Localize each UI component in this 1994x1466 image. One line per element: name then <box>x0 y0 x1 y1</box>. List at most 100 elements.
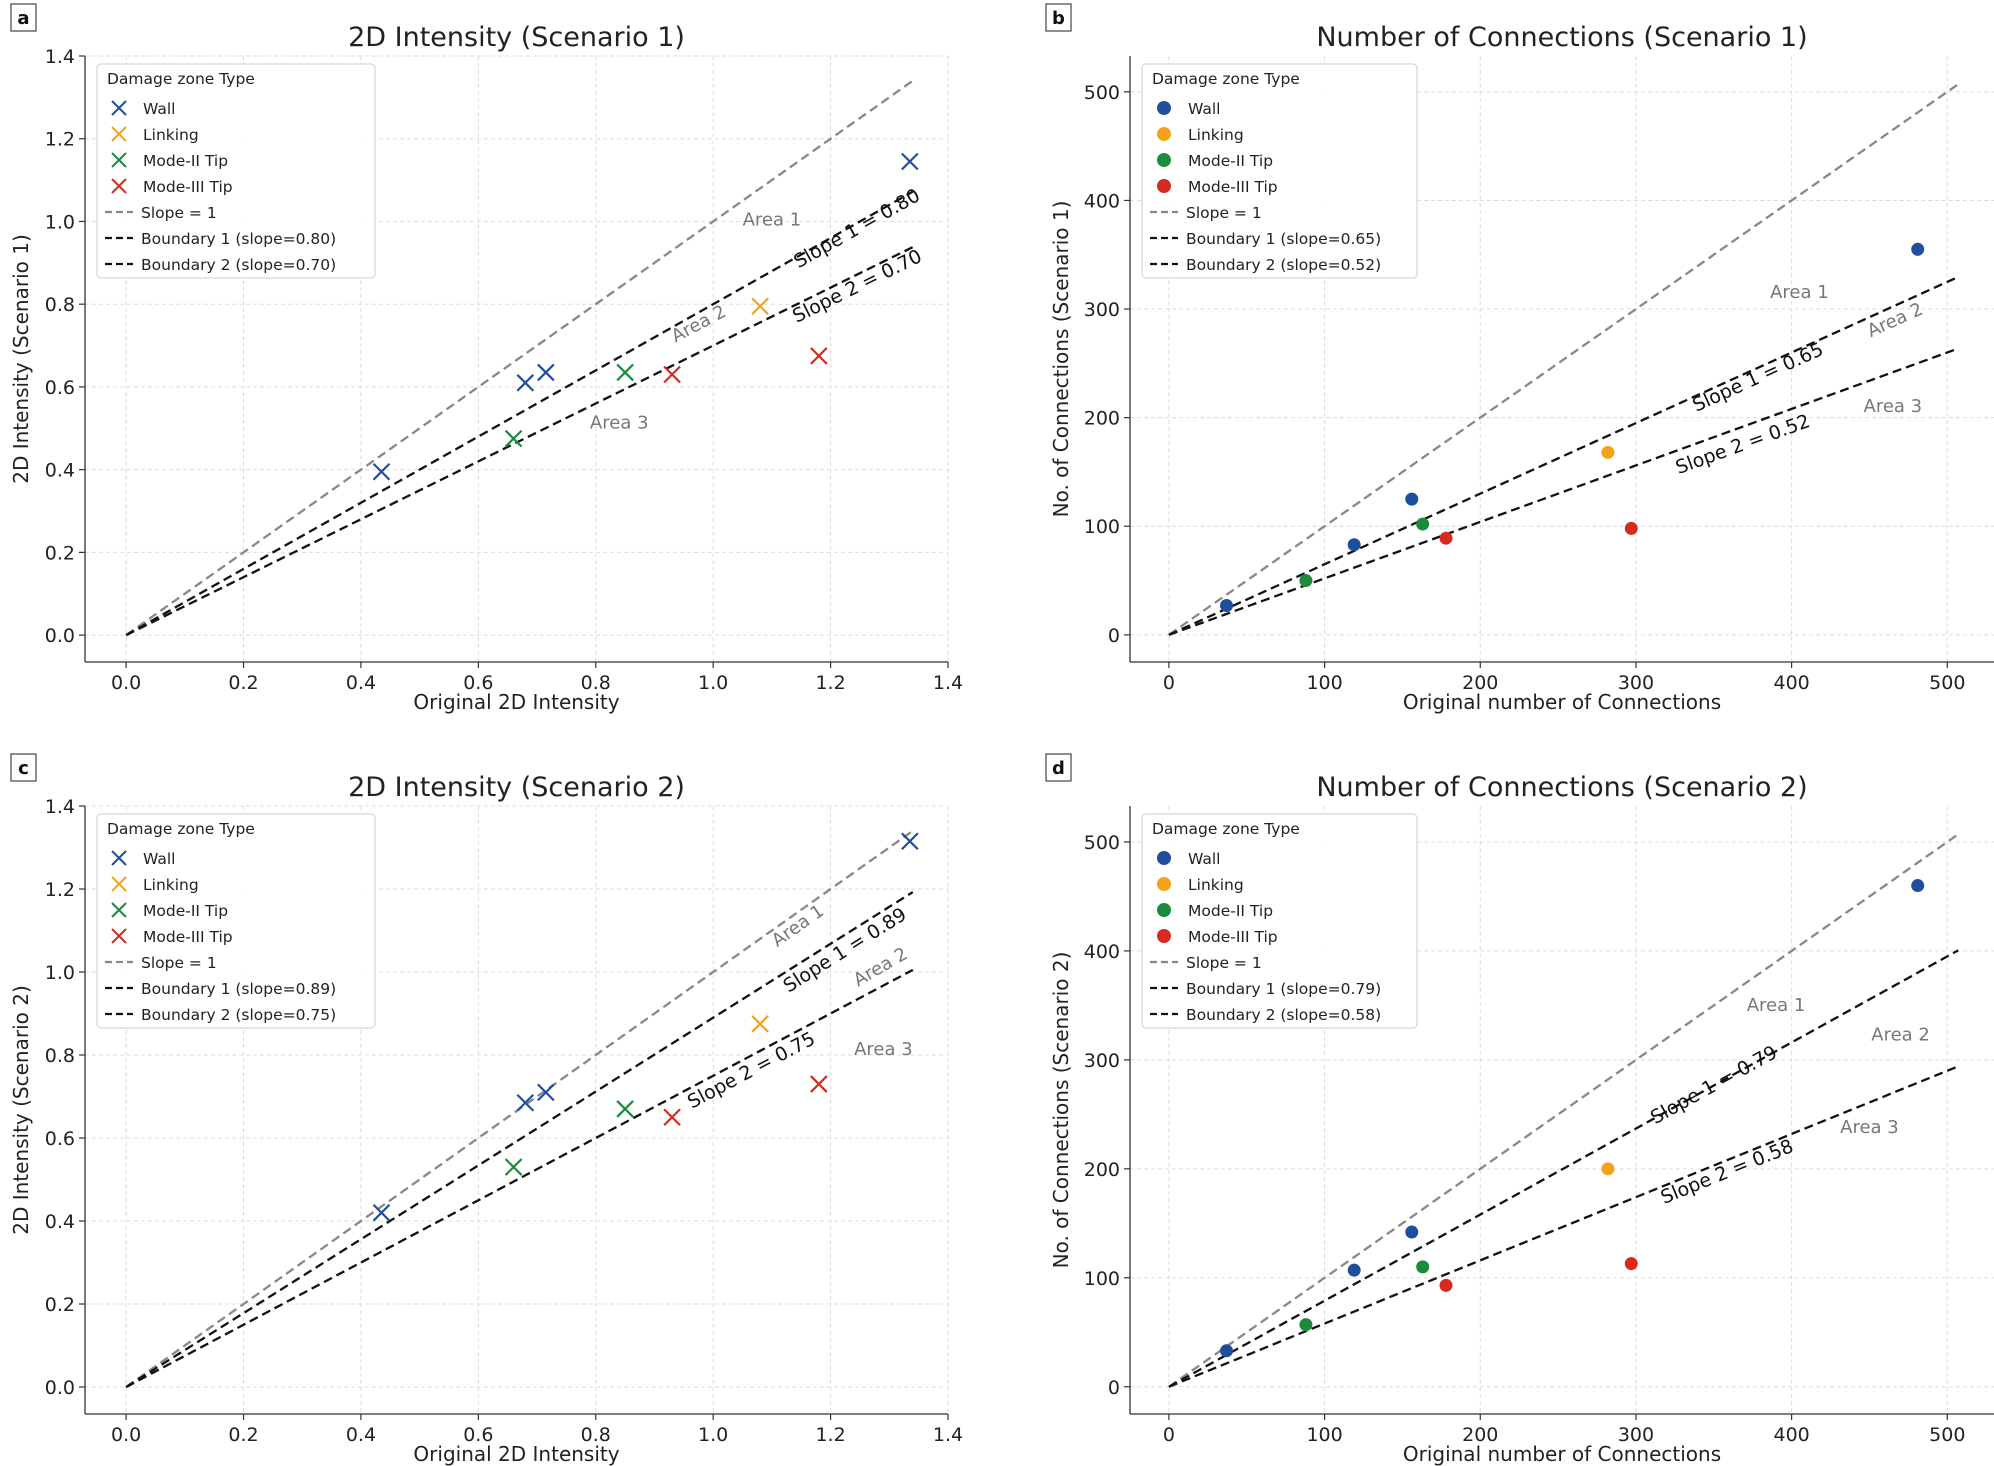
data-point-mode-iii-tip <box>1439 531 1453 545</box>
legend-entry: Linking <box>143 876 199 894</box>
legend-marker <box>111 876 127 892</box>
data-point-mode-iii-tip <box>663 365 681 384</box>
data-point-linking <box>751 1015 769 1033</box>
boundary-1-line <box>1168 949 1959 1388</box>
annotation: Area 2 <box>1864 299 1926 342</box>
legend-entry: Boundary 2 (slope=0.70) <box>141 256 336 274</box>
y-tick-label: 1.4 <box>45 796 75 818</box>
annotation: Area 3 <box>854 1039 913 1060</box>
data-point-linking <box>1601 445 1615 459</box>
annotation: Area 3 <box>1864 396 1923 417</box>
chart-title: Number of Connections (Scenario 2) <box>1316 772 1807 803</box>
data-point-wall <box>1220 599 1234 613</box>
legend-marker <box>1157 903 1171 917</box>
data-point-wall <box>1347 538 1361 552</box>
y-tick-label: 1.4 <box>45 46 75 68</box>
legend-marker <box>111 100 127 116</box>
legend-entry: Wall <box>1188 100 1220 118</box>
data-point-wall <box>901 152 919 171</box>
y-axis-label: 2D Intensity (Scenario 2) <box>9 985 33 1235</box>
annotation: Area 3 <box>1840 1117 1899 1138</box>
y-tick-label: 0.2 <box>45 1294 75 1316</box>
panel-letter: c <box>18 758 29 779</box>
data-point-linking <box>751 297 769 316</box>
data-point-mode-ii-tip <box>616 363 634 382</box>
x-tick-label: 0.6 <box>463 1424 493 1446</box>
x-tick-label: 400 <box>1773 1424 1809 1446</box>
x-tick-label: 0.2 <box>228 672 258 694</box>
data-point-mode-ii-tip <box>1299 574 1313 588</box>
y-tick-label: 200 <box>1084 1159 1120 1181</box>
panel-letter-box <box>1045 3 1072 32</box>
boundary-1-line <box>125 190 914 637</box>
annotation: Area 2 <box>1871 1024 1930 1045</box>
slope-1-line <box>1168 83 1959 636</box>
legend-entry: Slope = 1 <box>141 204 217 222</box>
x-tick-label: 0 <box>1163 672 1175 694</box>
x-tick-label: 200 <box>1462 1424 1498 1446</box>
y-tick-label: 0.0 <box>45 625 75 647</box>
x-tick-label: 500 <box>1929 1424 1965 1446</box>
x-tick-label: 1.2 <box>815 1424 845 1446</box>
legend-entry: Slope = 1 <box>1186 954 1262 972</box>
legend-marker <box>111 178 127 194</box>
panel-letter-box <box>10 3 37 32</box>
x-tick-label: 0.8 <box>581 1424 611 1446</box>
legend-box <box>96 63 376 279</box>
legend-marker <box>1157 101 1171 115</box>
chart-title: 2D Intensity (Scenario 1) <box>348 22 685 53</box>
annotation: Area 1 <box>1747 995 1806 1016</box>
data-point-wall <box>1911 879 1925 893</box>
data-point-mode-iii-tip <box>1439 1278 1453 1292</box>
legend-entry: Mode-III Tip <box>1188 178 1278 196</box>
legend-entry: Boundary 1 (slope=0.65) <box>1186 230 1381 248</box>
data-point-wall <box>1405 492 1419 506</box>
x-tick-label: 300 <box>1618 672 1654 694</box>
y-tick-label: 1.2 <box>45 129 75 151</box>
legend-marker <box>111 152 127 168</box>
y-tick-label: 100 <box>1084 1268 1120 1290</box>
y-tick-label: 0.2 <box>45 542 75 564</box>
legend-entry: Mode-III Tip <box>143 928 233 946</box>
x-tick-label: 200 <box>1462 672 1498 694</box>
y-tick-label: 300 <box>1084 1050 1120 1072</box>
annotation: Slope 1 = 0.79 <box>1647 1041 1781 1129</box>
data-point-wall <box>516 1093 535 1112</box>
panel-letter-box <box>10 753 37 782</box>
x-tick-label: 0 <box>1163 1424 1175 1446</box>
legend-marker <box>111 850 127 866</box>
legend: Damage zone Type Wall Linking Mode-II Tip Mo… <box>1141 813 1418 1029</box>
panel-a: a 0.0 0.2 0.4 0.6 0.8 1.0 1.2 1.4 0.0 0.2 0.4 0.6 0.8… <box>9 3 963 714</box>
legend-entry: Boundary 1 (slope=0.79) <box>1186 980 1381 998</box>
x-tick-label: 400 <box>1773 672 1809 694</box>
boundary-2-line <box>1168 347 1959 636</box>
x-tick-label: 100 <box>1306 1424 1342 1446</box>
data-point-wall <box>372 462 391 481</box>
x-tick-label: 1.4 <box>933 1424 963 1446</box>
legend-entry: Slope = 1 <box>141 954 217 972</box>
annotation: Area 3 <box>590 412 649 433</box>
legend: Damage zone Type Wall Linking Mode-II Tip Mo… <box>96 813 376 1029</box>
panel-letter: d <box>1052 758 1065 779</box>
y-tick-label: 0 <box>1108 1377 1120 1399</box>
x-axis-label: Original 2D Intensity <box>413 690 619 714</box>
legend-marker <box>1157 877 1171 891</box>
legend-entry: Linking <box>143 126 199 144</box>
boundary-1-line <box>1168 275 1959 636</box>
y-tick-label: 0.8 <box>45 1045 75 1067</box>
legend-entry: Linking <box>1188 876 1244 894</box>
legend-entry: Wall <box>1188 850 1220 868</box>
data-point-wall <box>537 363 555 382</box>
legend-entry: Slope = 1 <box>1186 204 1262 222</box>
panel-letter: b <box>1052 8 1065 29</box>
legend-entry: Boundary 1 (slope=0.80) <box>141 230 336 248</box>
slope-1-line <box>125 79 914 637</box>
legend-marker <box>1157 851 1171 865</box>
y-tick-label: 0.0 <box>45 1377 75 1399</box>
y-tick-label: 500 <box>1084 832 1120 854</box>
legend-entry: Linking <box>1188 126 1244 144</box>
x-tick-label: 0.2 <box>228 1424 258 1446</box>
x-tick-label: 0.0 <box>111 672 141 694</box>
data-point-linking <box>1601 1162 1615 1176</box>
legend-box <box>1141 63 1418 279</box>
